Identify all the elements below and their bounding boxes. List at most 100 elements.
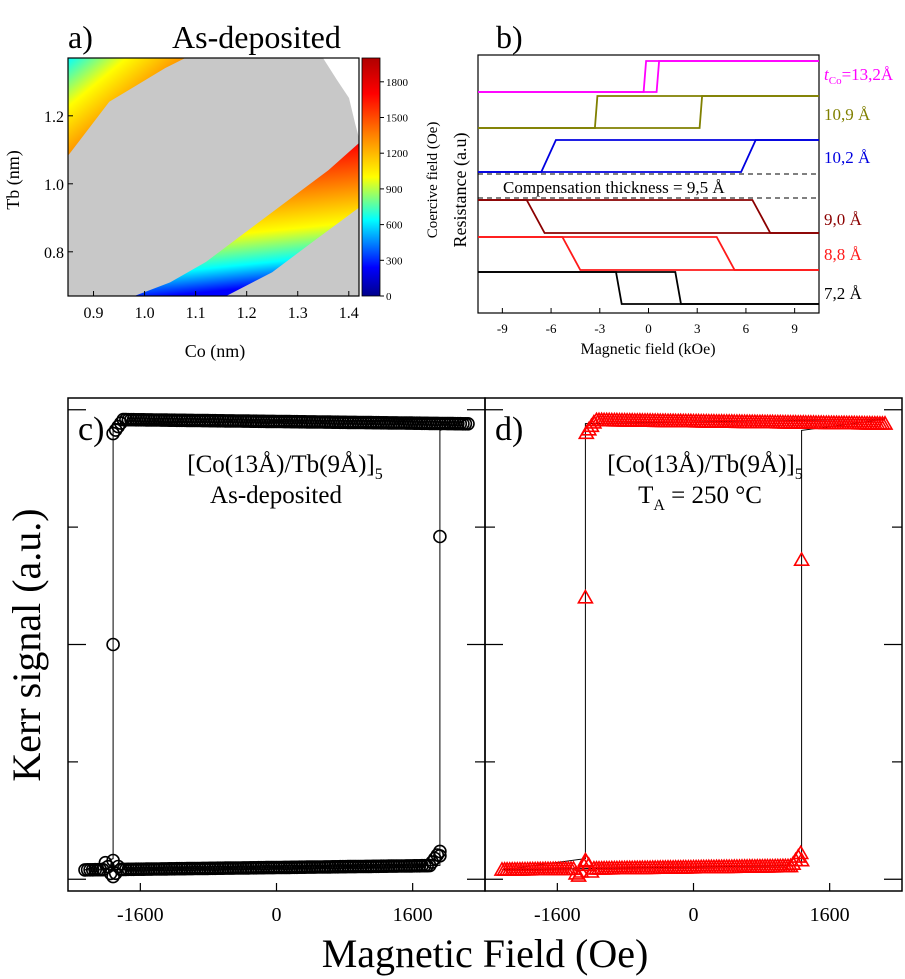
resistance-curve-branch — [478, 139, 819, 173]
colorbar-tick-label: 0 — [386, 291, 392, 303]
kerr-x-tick-label: 0 — [689, 904, 699, 926]
resistance-curve-branch — [478, 139, 819, 173]
resistance-curve-branch — [478, 236, 819, 271]
panel-c-sample-sub: 5 — [375, 466, 383, 483]
resistance-x-tick-label: 6 — [743, 321, 750, 336]
colorbar-tick-label: 900 — [386, 184, 403, 196]
heatmap-y-label: Tb (nm) — [3, 150, 24, 209]
kerr-data-point — [577, 851, 594, 867]
kerr-data-point — [106, 426, 120, 441]
kerr-data-point — [106, 853, 120, 868]
colorbar-tick-label: 300 — [386, 255, 403, 267]
thickness-label: tCo=13,2Å — [824, 65, 894, 87]
panel-a: a) As-deposited 0.9 1.0 1.1 1.2 1.3 1.4 0.8 1.… — [3, 19, 441, 362]
kerr-x-label: Magnetic Field (Oe) — [322, 931, 649, 976]
resistance-x-ticks: -9 -6 -3 0 3 6 9 — [497, 308, 798, 336]
heatmap-y-tick-label: 1.2 — [44, 109, 64, 126]
resistance-curve-branch — [478, 236, 819, 271]
heatmap-y-ticks: 0.8 1.0 1.2 — [44, 109, 73, 262]
heatmap-x-tick-label: 1.4 — [339, 305, 359, 322]
colorbar — [361, 57, 381, 297]
thickness-label: 8,8 Å — [824, 245, 863, 264]
heatmap-x-tick-label: 0.9 — [84, 305, 104, 322]
kerr-x-tick-label: 1600 — [393, 904, 433, 926]
thickness-label: 9,0 Å — [824, 210, 863, 229]
heatmap-frame — [67, 57, 360, 297]
kerr-data-point — [876, 415, 894, 430]
resistance-x-tick-label: -9 — [497, 321, 508, 336]
kerr-x-tick-label: -1600 — [117, 904, 164, 926]
thickness-label: 10,2 Å — [824, 148, 871, 167]
heatmap-x-label: Co (nm) — [185, 341, 246, 362]
panel-d-label: d) — [495, 411, 523, 448]
thickness-label: 7,2 Å — [824, 284, 863, 303]
kerr-data-point — [433, 529, 447, 544]
panel-d-condition-rest: = 250 °C — [665, 482, 762, 509]
kerr-data-point — [106, 637, 120, 652]
kerr-data-point — [433, 844, 447, 859]
heatmap-x-tick-label: 1.1 — [186, 305, 206, 322]
kerr-data-point — [793, 851, 810, 867]
resistance-y-label: Resistance (a.u) — [450, 133, 471, 248]
colorbar-tick-label: 1500 — [386, 113, 409, 125]
thickness-label-sub: Co — [829, 75, 842, 87]
kerr-x-tick-label: 1600 — [810, 904, 850, 926]
thickness-label-value: =13,2Å — [842, 65, 894, 84]
resistance-curve-branch — [478, 271, 819, 305]
panel-b-label: b) — [496, 19, 523, 55]
kerr-x-tick-label: 0 — [272, 904, 282, 926]
heatmap-area — [68, 58, 359, 296]
heatmap-x-tick-label: 1.3 — [288, 305, 308, 322]
resistance-x-label: Magnetic field (kOe) — [580, 341, 715, 358]
thickness-label-prefix: t — [824, 65, 830, 84]
heatmap-y-tick-label: 1.0 — [44, 177, 64, 194]
resistance-x-tick-label: 9 — [791, 321, 798, 336]
kerr-data-point — [567, 864, 585, 880]
panel-d-sample-sub: 5 — [795, 466, 803, 483]
heatmap-upper-band — [68, 58, 186, 156]
kerr-data-point — [433, 848, 447, 863]
resistance-x-tick-label: -3 — [594, 321, 605, 336]
panel-d: -1600 0 1600 d) [Co(13Å)/Tb(9Å)]5 TA = 250… — [484, 397, 903, 926]
panel-c-condition: As-deposited — [210, 482, 342, 509]
panel-c-sample: [Co(13Å)/Tb(9Å)]5 — [187, 451, 382, 483]
panel-c-sample-main: [Co(13Å)/Tb(9Å)] — [187, 451, 374, 478]
panel-a-label: a) — [68, 19, 93, 55]
thickness-labels: tCo=13,2Å 10,9 Å 10,2 Å 9,0 Å 8,8 Å 7,2 Å — [824, 65, 894, 303]
kerr-c-x-ticks: -1600 0 1600 — [117, 883, 433, 926]
kerr-c-y-ticks — [68, 409, 485, 880]
kerr-d-y-ticks — [485, 409, 902, 880]
kerr-data-point — [461, 416, 475, 431]
thickness-label: 10,9 Å — [824, 105, 871, 124]
panel-d-condition-main: T — [638, 482, 653, 509]
resistance-curve-branch — [478, 95, 819, 129]
kerr-data-point — [792, 844, 810, 860]
heatmap-x-tick-label: 1.0 — [135, 305, 155, 322]
panel-d-condition: TA = 250 °C — [638, 482, 762, 514]
kerr-data-point — [111, 419, 125, 434]
heatmap-lower-band — [134, 143, 359, 296]
colorbar-tick-label: 1800 — [386, 77, 409, 89]
resistance-curve-branch — [478, 95, 819, 129]
heatmap-x-tick-label: 1.2 — [237, 305, 257, 322]
kerr-loop-c — [78, 412, 475, 884]
panel-c: -1600 0 1600 c) [Co(13Å)/Tb(9Å)]5 As-depos… — [67, 397, 486, 926]
colorbar-tick-label: 1200 — [386, 148, 409, 160]
kerr-data-point — [793, 551, 810, 566]
resistance-x-tick-label: 3 — [694, 321, 701, 336]
heatmap-empty-corner — [323, 58, 359, 138]
panel-b: b) -9 -6 -3 0 3 6 9 Compensation thickness = 9… — [450, 19, 894, 358]
kerr-loop-d — [493, 411, 894, 882]
panel-a-title: As-deposited — [172, 19, 341, 55]
heatmap-y-tick-label: 0.8 — [44, 245, 64, 262]
kerr-x-tick-label: -1600 — [534, 904, 581, 926]
resistance-x-tick-label: -6 — [546, 321, 557, 336]
panel-d-sample-main: [Co(13Å)/Tb(9Å)] — [607, 451, 794, 478]
heatmap-x-ticks: 0.9 1.0 1.1 1.2 1.3 1.4 — [84, 291, 359, 322]
panel-d-condition-sub: A — [653, 497, 665, 514]
resistance-curves — [478, 60, 819, 305]
resistance-curve-branch — [478, 60, 819, 93]
colorbar-ticks: 0 300 600 900 1200 1500 1800 — [380, 77, 409, 303]
kerr-data-point — [108, 423, 123, 437]
